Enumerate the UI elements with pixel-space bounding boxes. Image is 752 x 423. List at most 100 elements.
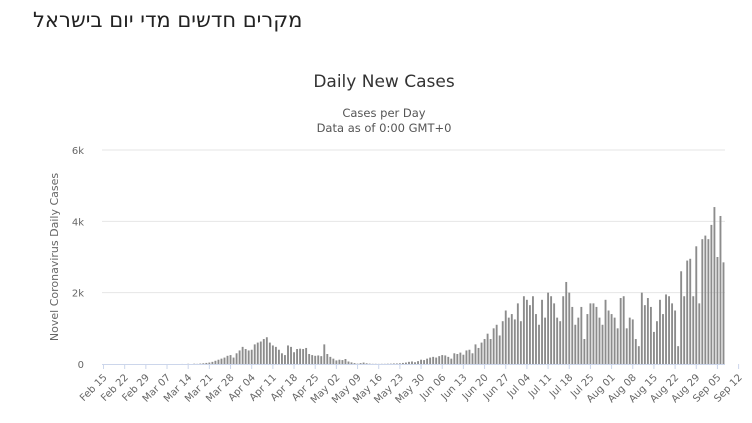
- bar: [456, 354, 459, 364]
- bar: [610, 314, 613, 364]
- x-tick-label: Jul 18: [547, 372, 575, 400]
- bar: [214, 360, 217, 364]
- bar: [525, 299, 528, 364]
- bar: [223, 357, 226, 364]
- bar: [616, 328, 619, 364]
- bar: [492, 328, 495, 364]
- bar: [253, 344, 256, 364]
- bar: [344, 359, 347, 364]
- y-tick-label: 2k: [72, 289, 84, 300]
- bar: [435, 357, 438, 364]
- bar: [232, 357, 235, 364]
- bar: [695, 246, 698, 364]
- bar: [411, 361, 413, 364]
- bar: [665, 294, 667, 364]
- bar: [302, 349, 305, 364]
- bar: [680, 271, 683, 364]
- bar: [504, 310, 507, 364]
- bar: [710, 224, 713, 364]
- bar: [692, 296, 695, 364]
- bar: [338, 359, 341, 364]
- bar: [646, 298, 649, 364]
- bar: [305, 347, 308, 364]
- bar: [483, 339, 486, 364]
- page-heading: מקרים חדשים מדי יום בישראל: [33, 8, 303, 32]
- bar: [559, 321, 562, 364]
- bar: [450, 358, 453, 364]
- bar: [637, 346, 640, 364]
- bar: [662, 314, 664, 364]
- bar: [474, 344, 477, 364]
- bar: [656, 321, 658, 364]
- bar: [707, 239, 710, 364]
- bar: [226, 355, 229, 364]
- bar: [598, 317, 601, 364]
- chart-data-date: Data as of 0:00 GMT+0: [316, 121, 452, 135]
- bar: [244, 349, 247, 364]
- bar: [438, 356, 441, 364]
- bar: [577, 317, 580, 364]
- bar: [398, 363, 401, 364]
- bar: [625, 328, 628, 364]
- bar: [287, 345, 289, 364]
- bar: [429, 357, 432, 364]
- bar: [426, 358, 429, 364]
- bar: [580, 306, 583, 364]
- bar: [317, 355, 320, 364]
- bar: [562, 296, 565, 364]
- bar: [350, 362, 353, 364]
- bar: [205, 362, 208, 364]
- bar: [453, 353, 456, 364]
- bar: [519, 321, 522, 364]
- bar: [320, 356, 323, 364]
- bar: [510, 314, 513, 364]
- bar: [538, 324, 540, 364]
- bar: [341, 360, 344, 364]
- bar: [299, 348, 302, 364]
- bar: [281, 353, 283, 364]
- bar: [659, 299, 661, 364]
- bar: [686, 260, 689, 364]
- bar: [311, 355, 314, 364]
- bar: [241, 346, 244, 364]
- bar: [532, 296, 534, 364]
- bar: [535, 314, 537, 364]
- bar: [420, 359, 422, 364]
- bar: [271, 345, 274, 364]
- bar: [574, 324, 577, 364]
- bar: [683, 296, 686, 364]
- bar: [459, 352, 462, 364]
- y-axis-label: Novel Coronavirus Daily Cases: [48, 173, 61, 341]
- y-tick-label: 0: [78, 360, 84, 371]
- bar: [329, 356, 332, 364]
- bar: [202, 363, 205, 364]
- bar: [556, 317, 559, 364]
- bar: [701, 239, 704, 364]
- bar: [507, 317, 510, 364]
- bar: [441, 355, 444, 364]
- bar: [671, 303, 674, 364]
- bar: [256, 342, 259, 364]
- bar: [677, 346, 680, 364]
- chart-subtitle: Cases per Day: [342, 106, 426, 120]
- bar: [631, 319, 634, 364]
- bar: [326, 354, 329, 364]
- y-tick-label: 6k: [72, 146, 84, 157]
- bar: [571, 306, 574, 364]
- bar: [247, 350, 250, 364]
- bar: [259, 341, 262, 364]
- bar: [323, 344, 326, 364]
- bar: [217, 359, 220, 364]
- bar: [314, 355, 317, 364]
- bar: [353, 363, 356, 364]
- bar: [359, 363, 362, 364]
- bar: [640, 292, 643, 364]
- bar: [601, 324, 604, 364]
- bar: [595, 306, 598, 364]
- gridlines: [102, 149, 725, 294]
- bar: [447, 356, 450, 364]
- bar: [652, 331, 655, 364]
- bar: [643, 305, 646, 364]
- bar: [716, 257, 719, 364]
